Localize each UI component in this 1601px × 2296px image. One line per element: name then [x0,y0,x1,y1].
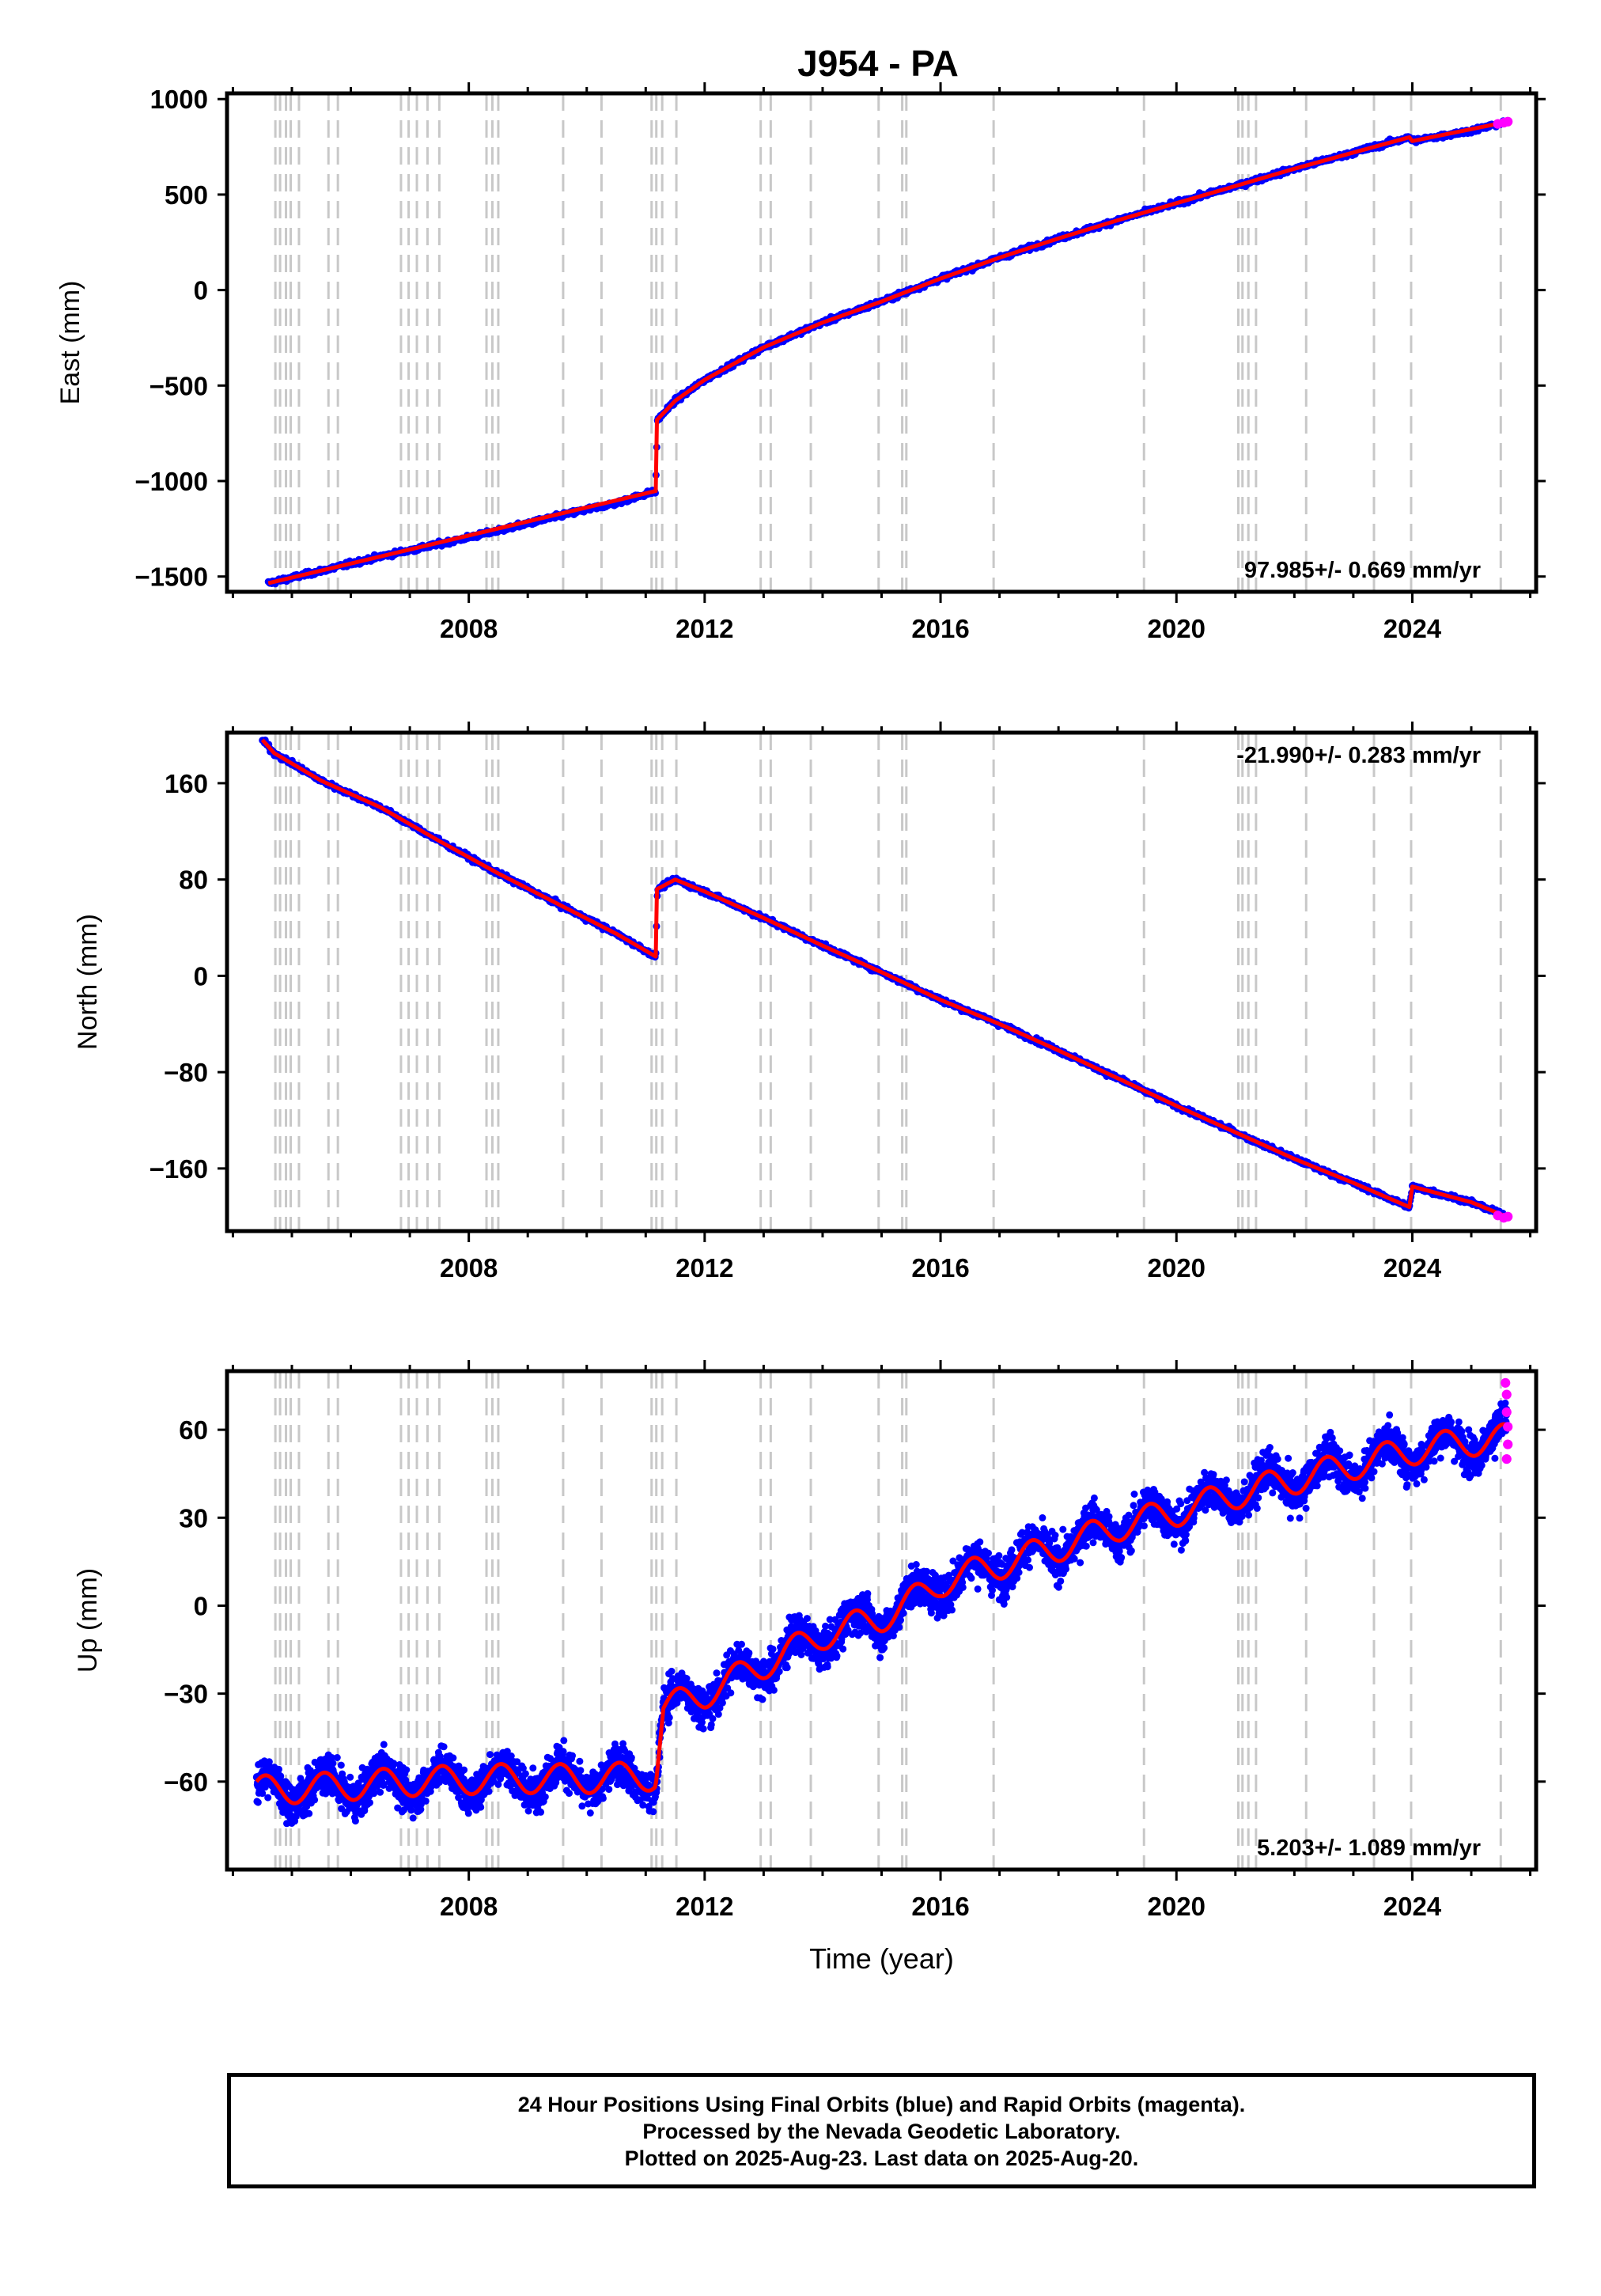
y-axis-label: East (mm) [55,281,85,405]
data-point [370,1788,378,1796]
model-fit-line [260,738,1508,1219]
x-tick-label: 2020 [1148,614,1205,643]
y-tick-label: 0 [194,276,208,305]
data-point [455,1794,463,1802]
y-tick-label: 0 [194,961,208,991]
data-point [486,1751,494,1759]
y-axis-label: North (mm) [73,914,103,1050]
y-tick-label: 160 [165,769,208,798]
plot-area [252,1371,1513,1870]
y-tick-label: 1000 [150,85,208,114]
x-tick-label: 2024 [1383,1253,1442,1283]
data-point [422,1797,430,1805]
data-point [559,1748,567,1756]
data-point [337,1761,345,1769]
data-point [524,1807,532,1815]
plot-area [264,93,1513,592]
rate-annotation: 97.985+/- 0.669 mm/yr [1244,558,1481,583]
data-point [366,1798,373,1806]
north-panel: 160 80 0 −80 −160 2008 2012 2016 2020 2024 North (… [73,722,1546,1283]
data-point [265,1758,273,1766]
series-final-orbits [264,117,1511,588]
data-point [494,1780,502,1788]
east-panel: 1000 500 0 −500 −1000 −1500 2008 2012 2016 2020 20… [55,82,1546,643]
data-point [275,1765,282,1773]
data-point [264,1794,272,1802]
data-point [380,1781,388,1789]
data-point [513,1758,521,1766]
y-tick-label: −500 [150,371,208,400]
data-point [541,1793,549,1801]
x-tick-label: 2024 [1383,614,1442,643]
data-point [311,1796,319,1804]
data-point [329,1760,337,1767]
data-point [346,1773,354,1781]
data-point [277,1772,285,1780]
y-tick-label: −1000 [134,467,208,496]
y-tick-label: −1500 [134,563,208,592]
y-tick-label: 80 [179,866,208,895]
plot-area [259,733,1513,1231]
data-point [485,1787,493,1795]
x-tick-label: 2008 [440,1253,498,1283]
y-tick-label: 500 [165,180,208,210]
data-point [328,1754,335,1761]
data-point [569,1752,576,1760]
data-point [390,1760,398,1767]
data-point [440,1743,448,1751]
x-tick-label: 2012 [676,614,733,643]
series-final-orbits [259,736,1510,1221]
x-tick-label: 2016 [911,1253,969,1283]
data-point [377,1788,384,1796]
data-point [460,1766,468,1774]
x-tick-label: 2008 [440,614,498,643]
x-tick-label: 2012 [676,1253,733,1283]
data-point [305,1809,313,1817]
data-point [407,1806,415,1814]
data-point [351,1817,359,1825]
data-point [503,1748,511,1756]
data-point [507,1752,515,1760]
data-point [403,1766,411,1774]
model-fit-line [267,119,1508,585]
rapid-orbit-point [1503,116,1513,127]
y-tick-label: −80 [164,1058,208,1087]
series-final-orbits [252,1400,1511,1828]
plot-frame [225,730,1539,1233]
data-point [566,1790,573,1798]
data-point [537,1808,545,1816]
data-point [519,1764,527,1772]
data-point [338,1805,346,1813]
data-point [333,1754,341,1761]
data-point [259,1790,267,1798]
data-point [477,1803,485,1811]
rate-annotation: -21.990+/- 0.283 mm/yr [1236,743,1481,768]
data-point [449,1754,457,1762]
data-point [464,1809,472,1817]
plot-frame [225,91,1539,594]
data-point [529,1764,537,1772]
data-point [521,1770,529,1778]
x-tick-label: 2016 [911,614,969,643]
data-point [380,1741,388,1749]
y-tick-label: −160 [150,1154,208,1184]
chart-title: J954 - PA [797,43,959,84]
data-point [560,1737,568,1745]
data-point [297,1775,305,1783]
data-point [254,1798,262,1806]
rapid-orbit-point [1503,1211,1513,1222]
x-tick-label: 2020 [1148,1253,1205,1283]
data-point [409,1814,417,1822]
